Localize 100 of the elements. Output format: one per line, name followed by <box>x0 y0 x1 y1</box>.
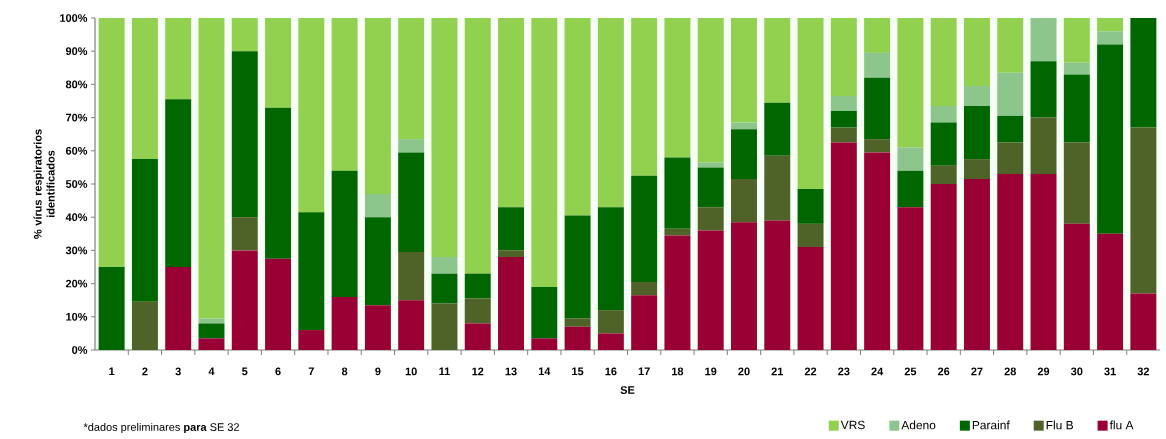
bar <box>1063 223 1090 350</box>
bar <box>963 86 990 106</box>
x-tick-label: 22 <box>804 367 817 376</box>
bar <box>731 122 757 130</box>
x-tick-label: 28 <box>1004 367 1016 376</box>
x-tick-label: 7 <box>308 367 314 376</box>
bar <box>1063 62 1090 75</box>
bar <box>963 105 990 160</box>
bar <box>231 51 258 218</box>
x-tick-label: 10 <box>405 367 417 376</box>
y-tick-label: 80% <box>65 80 88 89</box>
bar <box>697 207 724 231</box>
bar <box>364 193 391 218</box>
bar <box>564 326 591 350</box>
x-tick-label: 27 <box>971 367 983 376</box>
legend-label: VRS <box>840 420 865 430</box>
x-tick-label: 17 <box>638 367 650 376</box>
bar <box>697 18 724 163</box>
bar <box>1030 117 1057 175</box>
bar <box>797 247 824 350</box>
bar <box>398 18 425 140</box>
bar <box>531 338 558 350</box>
bar <box>531 286 558 339</box>
bar <box>597 207 624 311</box>
bar <box>830 18 857 97</box>
x-tick-label: 14 <box>538 367 551 376</box>
bar <box>564 18 591 216</box>
legend-label: Parainf <box>972 420 1010 430</box>
bar <box>398 252 425 301</box>
bar <box>364 18 391 194</box>
bar <box>764 155 791 221</box>
x-tick-label: 11 <box>439 367 450 376</box>
bar <box>1097 233 1124 350</box>
bar <box>498 257 524 350</box>
bar <box>997 72 1024 116</box>
y-tick-label: 60% <box>65 146 88 155</box>
x-tick-label: 30 <box>1070 367 1083 376</box>
bar <box>231 18 258 52</box>
bar <box>930 165 957 184</box>
bar <box>830 142 857 350</box>
bar <box>131 18 158 160</box>
bar <box>1130 127 1157 294</box>
x-tick-label: 6 <box>275 367 281 376</box>
bar <box>697 230 724 350</box>
bar <box>198 318 225 324</box>
bar <box>930 122 957 166</box>
bar <box>431 303 458 350</box>
bar <box>797 188 824 224</box>
bar <box>997 18 1024 73</box>
bar <box>331 170 358 297</box>
bar <box>631 18 658 176</box>
bar <box>864 18 891 53</box>
bar <box>498 250 524 258</box>
bar <box>165 18 192 100</box>
bar <box>930 18 957 106</box>
bar <box>797 223 824 248</box>
bar <box>198 323 225 339</box>
bar <box>564 215 591 319</box>
bar <box>1030 61 1057 118</box>
x-tick-label: 31 <box>1104 367 1116 376</box>
legend-label: Adeno <box>901 420 936 430</box>
bar <box>165 99 192 267</box>
bar <box>1097 18 1124 32</box>
bar <box>1063 18 1090 63</box>
bar <box>1130 18 1157 128</box>
x-tick-label: 1 <box>109 367 115 376</box>
x-tick-label: 16 <box>605 367 617 376</box>
bar <box>864 152 891 350</box>
bar <box>265 107 292 259</box>
bar <box>864 77 891 140</box>
y-axis-title: % vírus respiratorios identificados <box>33 129 55 239</box>
bar <box>431 18 458 258</box>
bar <box>331 18 358 171</box>
bar <box>597 310 624 334</box>
bar <box>930 184 957 350</box>
bar <box>431 257 458 274</box>
bar <box>464 18 491 274</box>
bar <box>864 139 891 153</box>
x-tick-label: 12 <box>472 367 484 376</box>
bar <box>897 18 924 148</box>
x-tick-label: 25 <box>904 367 917 376</box>
bar <box>830 127 857 143</box>
bar <box>298 18 325 213</box>
x-tick-label: 5 <box>242 367 248 376</box>
x-tick-label: 32 <box>1137 367 1150 376</box>
bar <box>631 295 658 350</box>
y-tick-label: 50% <box>65 180 88 188</box>
bar <box>464 298 491 324</box>
bar <box>963 159 990 180</box>
bar <box>930 105 957 123</box>
x-tick-label: 21 <box>771 367 784 376</box>
bar <box>764 18 791 103</box>
bar <box>1063 74 1090 143</box>
bar <box>731 18 757 123</box>
bar <box>664 18 691 158</box>
bar <box>398 152 425 253</box>
bar <box>897 207 924 350</box>
bar <box>398 300 425 350</box>
bar <box>997 142 1024 175</box>
x-tick-label: 29 <box>1037 367 1050 376</box>
